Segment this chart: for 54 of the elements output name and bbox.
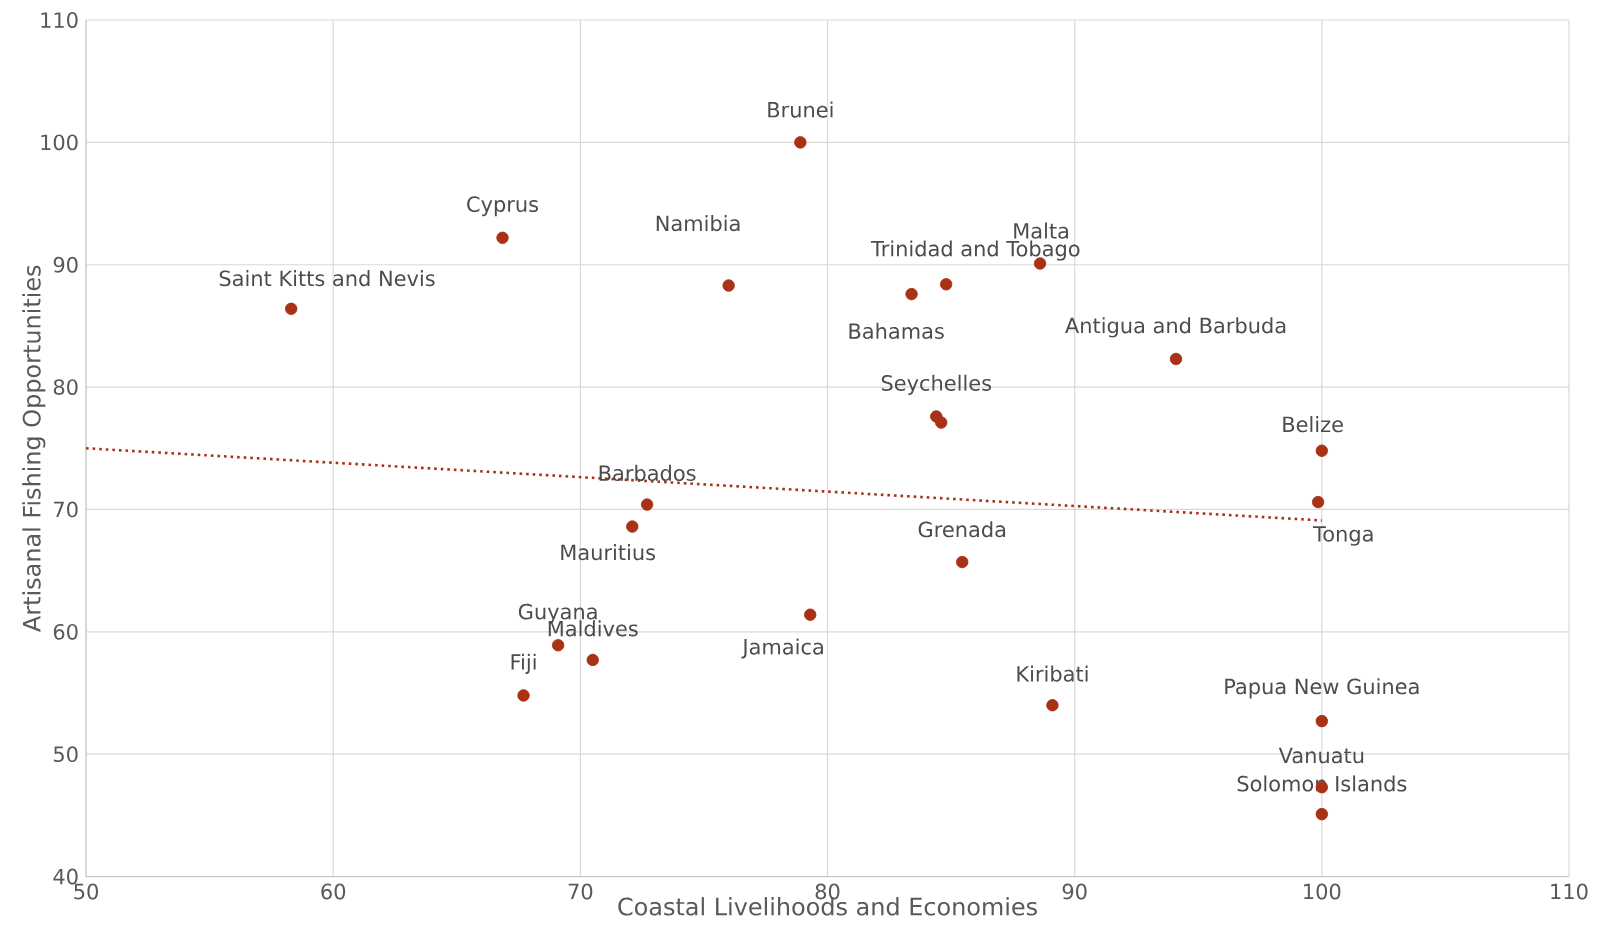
point: [496, 231, 509, 245]
annotation: Jamaica: [741, 638, 823, 659]
x-tick-label: 70: [568, 883, 593, 900]
annotation: Kiribati: [1017, 665, 1088, 682]
y-tick-label: 110: [41, 12, 78, 29]
point: [935, 416, 948, 429]
point: [586, 653, 599, 667]
annotation: Trinidad and Tobago: [870, 240, 1080, 261]
annotation: Cyprus: [467, 196, 539, 217]
x-tick-label: 100: [1304, 883, 1341, 900]
annotation: Brunei: [768, 101, 833, 118]
annotation: Namibia: [656, 215, 740, 232]
y-tick-label: 80: [53, 379, 78, 396]
annotation: Malta: [1014, 222, 1069, 239]
point: [1311, 496, 1325, 509]
point: [722, 279, 735, 292]
annotation: Mauritius: [561, 544, 656, 561]
point: [905, 288, 918, 301]
annotation: Seychelles: [881, 374, 992, 396]
annotation: Grenada: [918, 521, 1006, 538]
point: [640, 498, 654, 511]
point: [1315, 808, 1329, 821]
point: [956, 556, 969, 569]
annotation: Tonga: [1312, 526, 1373, 546]
annotation: Vanuatu: [1278, 748, 1364, 764]
y-tick-label: 70: [54, 501, 78, 518]
annotation: Papua New Guinea: [1225, 678, 1419, 699]
annotation: Belize: [1283, 416, 1343, 433]
point: [1315, 715, 1329, 728]
point: [1046, 699, 1059, 712]
y-axis-title: Artisanal Fishing Opportunities: [22, 265, 46, 633]
point: [626, 520, 639, 533]
y-tick-label: 60: [53, 624, 78, 640]
x-tick-label: 90: [1062, 883, 1087, 900]
x-tick-label: 50: [74, 883, 98, 900]
annotation: Fiji: [511, 653, 536, 675]
y-tick-label: 100: [41, 134, 78, 151]
point: [939, 278, 953, 291]
point: [794, 136, 807, 149]
point: [285, 302, 298, 316]
point: [517, 689, 530, 702]
x-tick-label: 110: [1551, 883, 1588, 900]
y-tick-label: 90: [53, 257, 78, 273]
annotation: Barbados: [599, 465, 696, 482]
annotation: Saint Kitts and Nevis: [219, 270, 435, 287]
point: [551, 639, 565, 652]
point: [1169, 352, 1183, 366]
annotation: Bahamas: [849, 323, 944, 340]
y-tick-label: 40: [53, 868, 78, 885]
y-tick-label: 50: [54, 746, 78, 763]
x-tick-label: 60: [321, 883, 346, 900]
point: [804, 608, 817, 622]
annotation: Antigua and Barbuda: [1065, 317, 1286, 338]
point: [1315, 444, 1329, 458]
